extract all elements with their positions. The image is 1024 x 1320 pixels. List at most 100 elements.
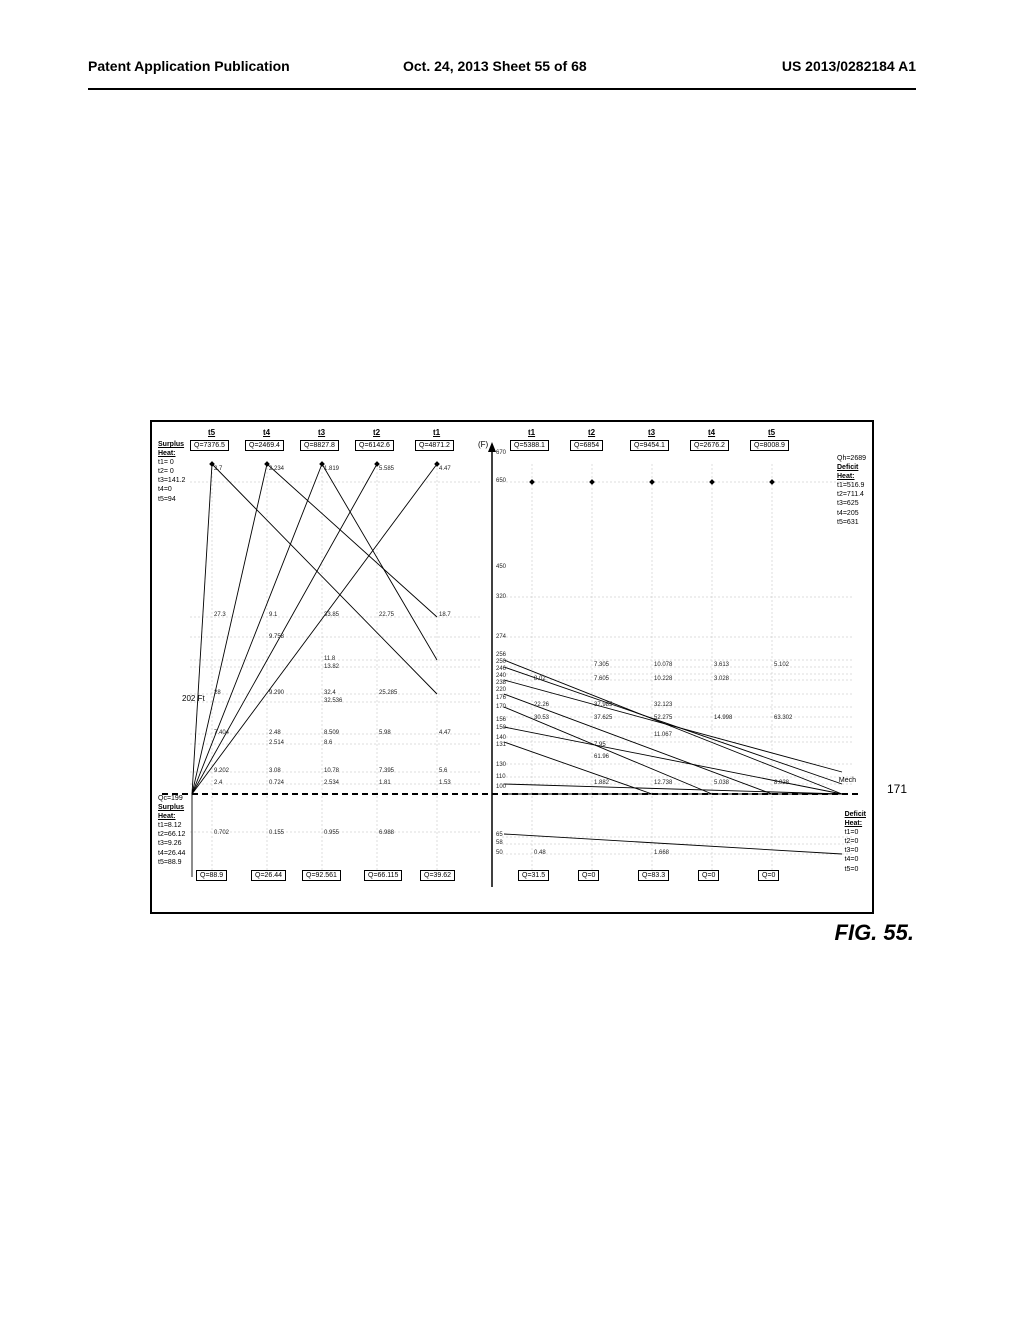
lv13: 22.75: [379, 612, 394, 618]
heat-header-r: Heat:: [837, 472, 866, 481]
dh3: t4=205: [837, 509, 866, 518]
lvb3: 6.988: [379, 830, 394, 836]
ref-202: 202 Ft: [182, 694, 205, 703]
yt110: 110: [496, 774, 506, 780]
lv71: 2.48: [269, 730, 281, 736]
header-left: Patent Application Publication: [88, 58, 290, 74]
yt100: 100: [496, 784, 506, 790]
lv01: 2.234: [269, 466, 284, 472]
chart-svg: [152, 422, 872, 912]
rv21: 7.605: [594, 676, 609, 682]
qc-block: Qc=199 Surplus Heat: t1=8.12 t2=66.12 t3…: [158, 794, 185, 867]
qb-r4: Q=0: [758, 870, 779, 881]
lv53: 25.285: [379, 690, 397, 696]
yt320: 320: [496, 594, 506, 600]
page-header: Patent Application Publication Oct. 24, …: [88, 58, 916, 90]
yt170: 170: [496, 704, 506, 710]
q-box-l3: Q=6142.6: [355, 440, 394, 451]
t3-left: t3: [318, 428, 325, 437]
rv41: 37.625: [594, 715, 612, 721]
left-curves: [192, 464, 437, 877]
rv61: 7.95: [594, 742, 606, 748]
lvb0: 0.702: [214, 830, 229, 836]
q-box-l1: Q=2469.4: [245, 440, 284, 451]
rv40: 30.53: [534, 715, 549, 721]
q-box-l2: Q=8827.8: [300, 440, 339, 451]
lv11: 9.1: [269, 612, 277, 618]
rv44: 63.302: [774, 715, 792, 721]
rv11: 10.078: [654, 662, 672, 668]
rv30: 22.26: [534, 702, 549, 708]
lv42: 13.82: [324, 664, 339, 670]
heat-b: Heat:: [158, 812, 185, 821]
grid: [190, 482, 852, 854]
lv102: 2.534: [324, 780, 339, 786]
t4-right: t4: [708, 428, 715, 437]
y-axis-arrow: [488, 442, 496, 452]
q-box-r2: Q=9454.1: [630, 440, 669, 451]
t3-right: t3: [648, 428, 655, 437]
lv00: 2.7: [214, 466, 222, 472]
header-mid: Oct. 24, 2013 Sheet 55 of 68: [403, 58, 587, 74]
right-curves: [504, 660, 842, 854]
ref-171: 171: [887, 782, 907, 796]
qc: Qc=199: [158, 794, 185, 803]
dh2: t3=625: [837, 499, 866, 508]
rv84: 8.028: [774, 780, 789, 786]
q-box-r0: Q=5388.1: [510, 440, 549, 451]
qb-l0: Q=88.9: [196, 870, 227, 881]
deficit-header: Deficit: [837, 463, 866, 472]
yt58: 58: [496, 840, 503, 846]
qb-r3: Q=0: [698, 870, 719, 881]
surplus-left-block: Surplus Heat: t1= 0 t2= 0 t3=141.2 t4=0 …: [158, 440, 185, 504]
yt65: 65: [496, 832, 503, 838]
qb-r2: Q=83.3: [638, 870, 669, 881]
qb-l1: Q=26.44: [251, 870, 286, 881]
surplus-header: Surplus: [158, 440, 185, 449]
lv103: 1.81: [379, 780, 391, 786]
rv52: 11.067: [654, 732, 672, 738]
lv50: 28: [214, 690, 221, 696]
yt156: 156: [496, 717, 506, 723]
lvb1: 0.155: [269, 830, 284, 836]
lv03: 5.585: [379, 466, 394, 472]
rv10: 7.305: [594, 662, 609, 668]
t1-left: t1: [433, 428, 440, 437]
t5-left: t5: [208, 428, 215, 437]
rv12: 3.613: [714, 662, 729, 668]
yt176: 176: [496, 695, 506, 701]
yt238: 238: [496, 680, 506, 686]
qb-l2: Q=92.561: [302, 870, 341, 881]
db1: t2=0: [845, 837, 866, 846]
t2-right: t2: [588, 428, 595, 437]
deficit-right-block: Qh=2689 Deficit Heat: t1=516.9 t2=711.4 …: [837, 454, 866, 527]
sb0: t1=8.12: [158, 821, 185, 830]
rv71: 61.96: [594, 754, 609, 760]
mech-label: Mech: [839, 777, 856, 784]
yt131: 131: [496, 742, 506, 748]
qb-r0: Q=31.5: [518, 870, 549, 881]
lv72: 8.509: [324, 730, 339, 736]
lv32: 11.8: [324, 656, 335, 662]
qb-r1: Q=0: [578, 870, 599, 881]
lv90: 9.202: [214, 768, 229, 774]
db2: t3=0: [845, 846, 866, 855]
yt256: 256: [496, 652, 506, 658]
lv100: 2.4: [214, 780, 222, 786]
q-box-l4: Q=4871.2: [415, 440, 454, 451]
q-box-r3: Q=2676.2: [690, 440, 729, 451]
sb1: t2=66.12: [158, 830, 185, 839]
yt220: 220: [496, 687, 506, 693]
sh4: t5=94: [158, 495, 185, 504]
qb-l3: Q=66.115: [364, 870, 402, 881]
yt246: 246: [496, 666, 506, 672]
figure-caption: FIG. 55.: [835, 920, 914, 946]
yt130: 130: [496, 762, 506, 768]
rv82: 12.738: [654, 780, 672, 786]
yt650: 650: [496, 478, 506, 484]
sb3: t4=26.44: [158, 849, 185, 858]
rv43: 14.998: [714, 715, 732, 721]
lvb2: 0.955: [324, 830, 339, 836]
q-box-l0: Q=7376.5: [190, 440, 229, 451]
lv14: 18.7: [439, 612, 451, 618]
